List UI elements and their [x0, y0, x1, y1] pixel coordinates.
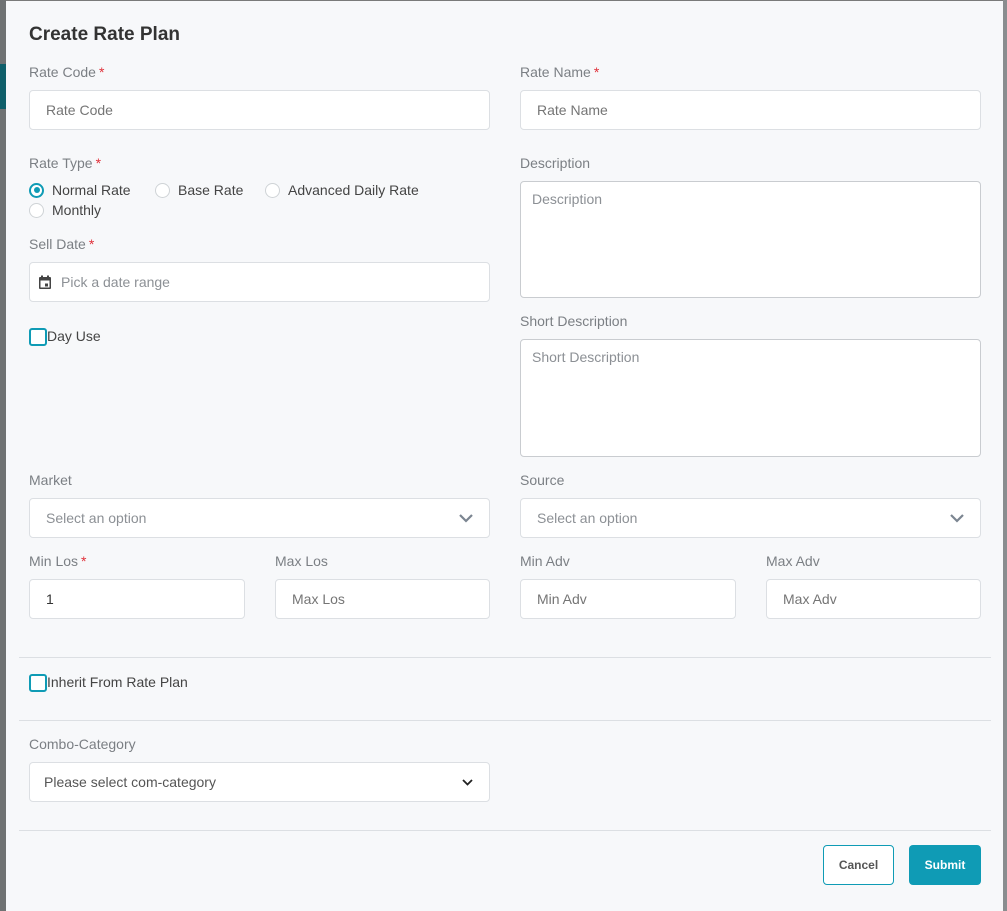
max-los-label: Max Los [275, 553, 328, 569]
radio-label: Normal Rate [52, 182, 131, 198]
inherit-label: Inherit From Rate Plan [47, 674, 188, 690]
rate-name-input[interactable] [520, 90, 981, 130]
chevron-down-icon [459, 513, 473, 523]
radio-unchecked-icon [155, 182, 170, 198]
sell-date-input[interactable]: Pick a date range [29, 262, 490, 302]
background-overlay [0, 0, 6, 911]
max-adv-label: Max Adv [766, 553, 820, 569]
rate-type-label: Rate Type * [29, 155, 102, 171]
create-rate-plan-modal: Create Rate Plan Rate Code* Rate Name* R… [6, 1, 1003, 911]
radio-label: Advanced Daily Rate [288, 182, 419, 198]
market-select[interactable]: Select an option [29, 498, 490, 538]
min-adv-label: Min Adv [520, 553, 570, 569]
day-use-checkbox[interactable]: Day Use [29, 328, 101, 346]
radio-checked-icon [29, 182, 44, 198]
short-description-label: Short Description [520, 313, 628, 329]
radio-unchecked-icon [265, 182, 280, 198]
checkbox-icon [29, 328, 47, 346]
market-placeholder: Select an option [46, 510, 147, 526]
background-overlay-right [1003, 0, 1007, 911]
submit-button[interactable]: Submit [909, 845, 981, 885]
calendar-icon [39, 275, 51, 289]
divider [19, 657, 991, 658]
min-los-input[interactable]: 1 [29, 579, 245, 619]
radio-monthly[interactable]: Monthly [29, 202, 101, 218]
chevron-down-icon [950, 513, 964, 523]
sell-date-label: Sell Date * [29, 236, 95, 252]
checkbox-icon [29, 674, 47, 692]
max-los-input[interactable] [275, 579, 490, 619]
source-placeholder: Select an option [537, 510, 638, 526]
min-adv-input[interactable] [520, 579, 736, 619]
modal-title: Create Rate Plan [29, 24, 181, 45]
background-header [0, 64, 6, 109]
rate-code-label: Rate Code * [29, 64, 105, 80]
chevron-down-icon [462, 778, 473, 786]
radio-label: Monthly [52, 202, 102, 218]
divider [19, 830, 991, 831]
radio-normal-rate[interactable]: Normal Rate [29, 182, 131, 198]
sell-date-placeholder: Pick a date range [61, 274, 170, 290]
source-select[interactable]: Select an option [520, 498, 981, 538]
day-use-label: Day Use [47, 328, 101, 344]
cancel-button[interactable]: Cancel [823, 845, 894, 885]
radio-label: Base Rate [178, 182, 244, 198]
radio-advanced-daily-rate[interactable]: Advanced Daily Rate [265, 182, 419, 198]
radio-unchecked-icon [29, 202, 44, 218]
source-label: Source [520, 472, 565, 488]
short-description-textarea[interactable]: Short Description [520, 339, 981, 457]
rate-name-label: Rate Name * [520, 64, 600, 80]
combo-category-label: Combo-Category [29, 736, 136, 752]
combo-placeholder: Please select com-category [44, 774, 216, 790]
radio-base-rate[interactable]: Base Rate [155, 182, 243, 198]
min-los-label: Min Los * [29, 553, 87, 569]
inherit-checkbox[interactable]: Inherit From Rate Plan [29, 674, 188, 692]
max-adv-input[interactable] [766, 579, 981, 619]
description-label: Description [520, 155, 591, 171]
market-label: Market [29, 472, 72, 488]
description-textarea[interactable]: Description [520, 181, 981, 298]
combo-category-select[interactable]: Please select com-category [29, 762, 490, 802]
rate-code-input[interactable] [29, 90, 490, 130]
divider [19, 720, 991, 721]
